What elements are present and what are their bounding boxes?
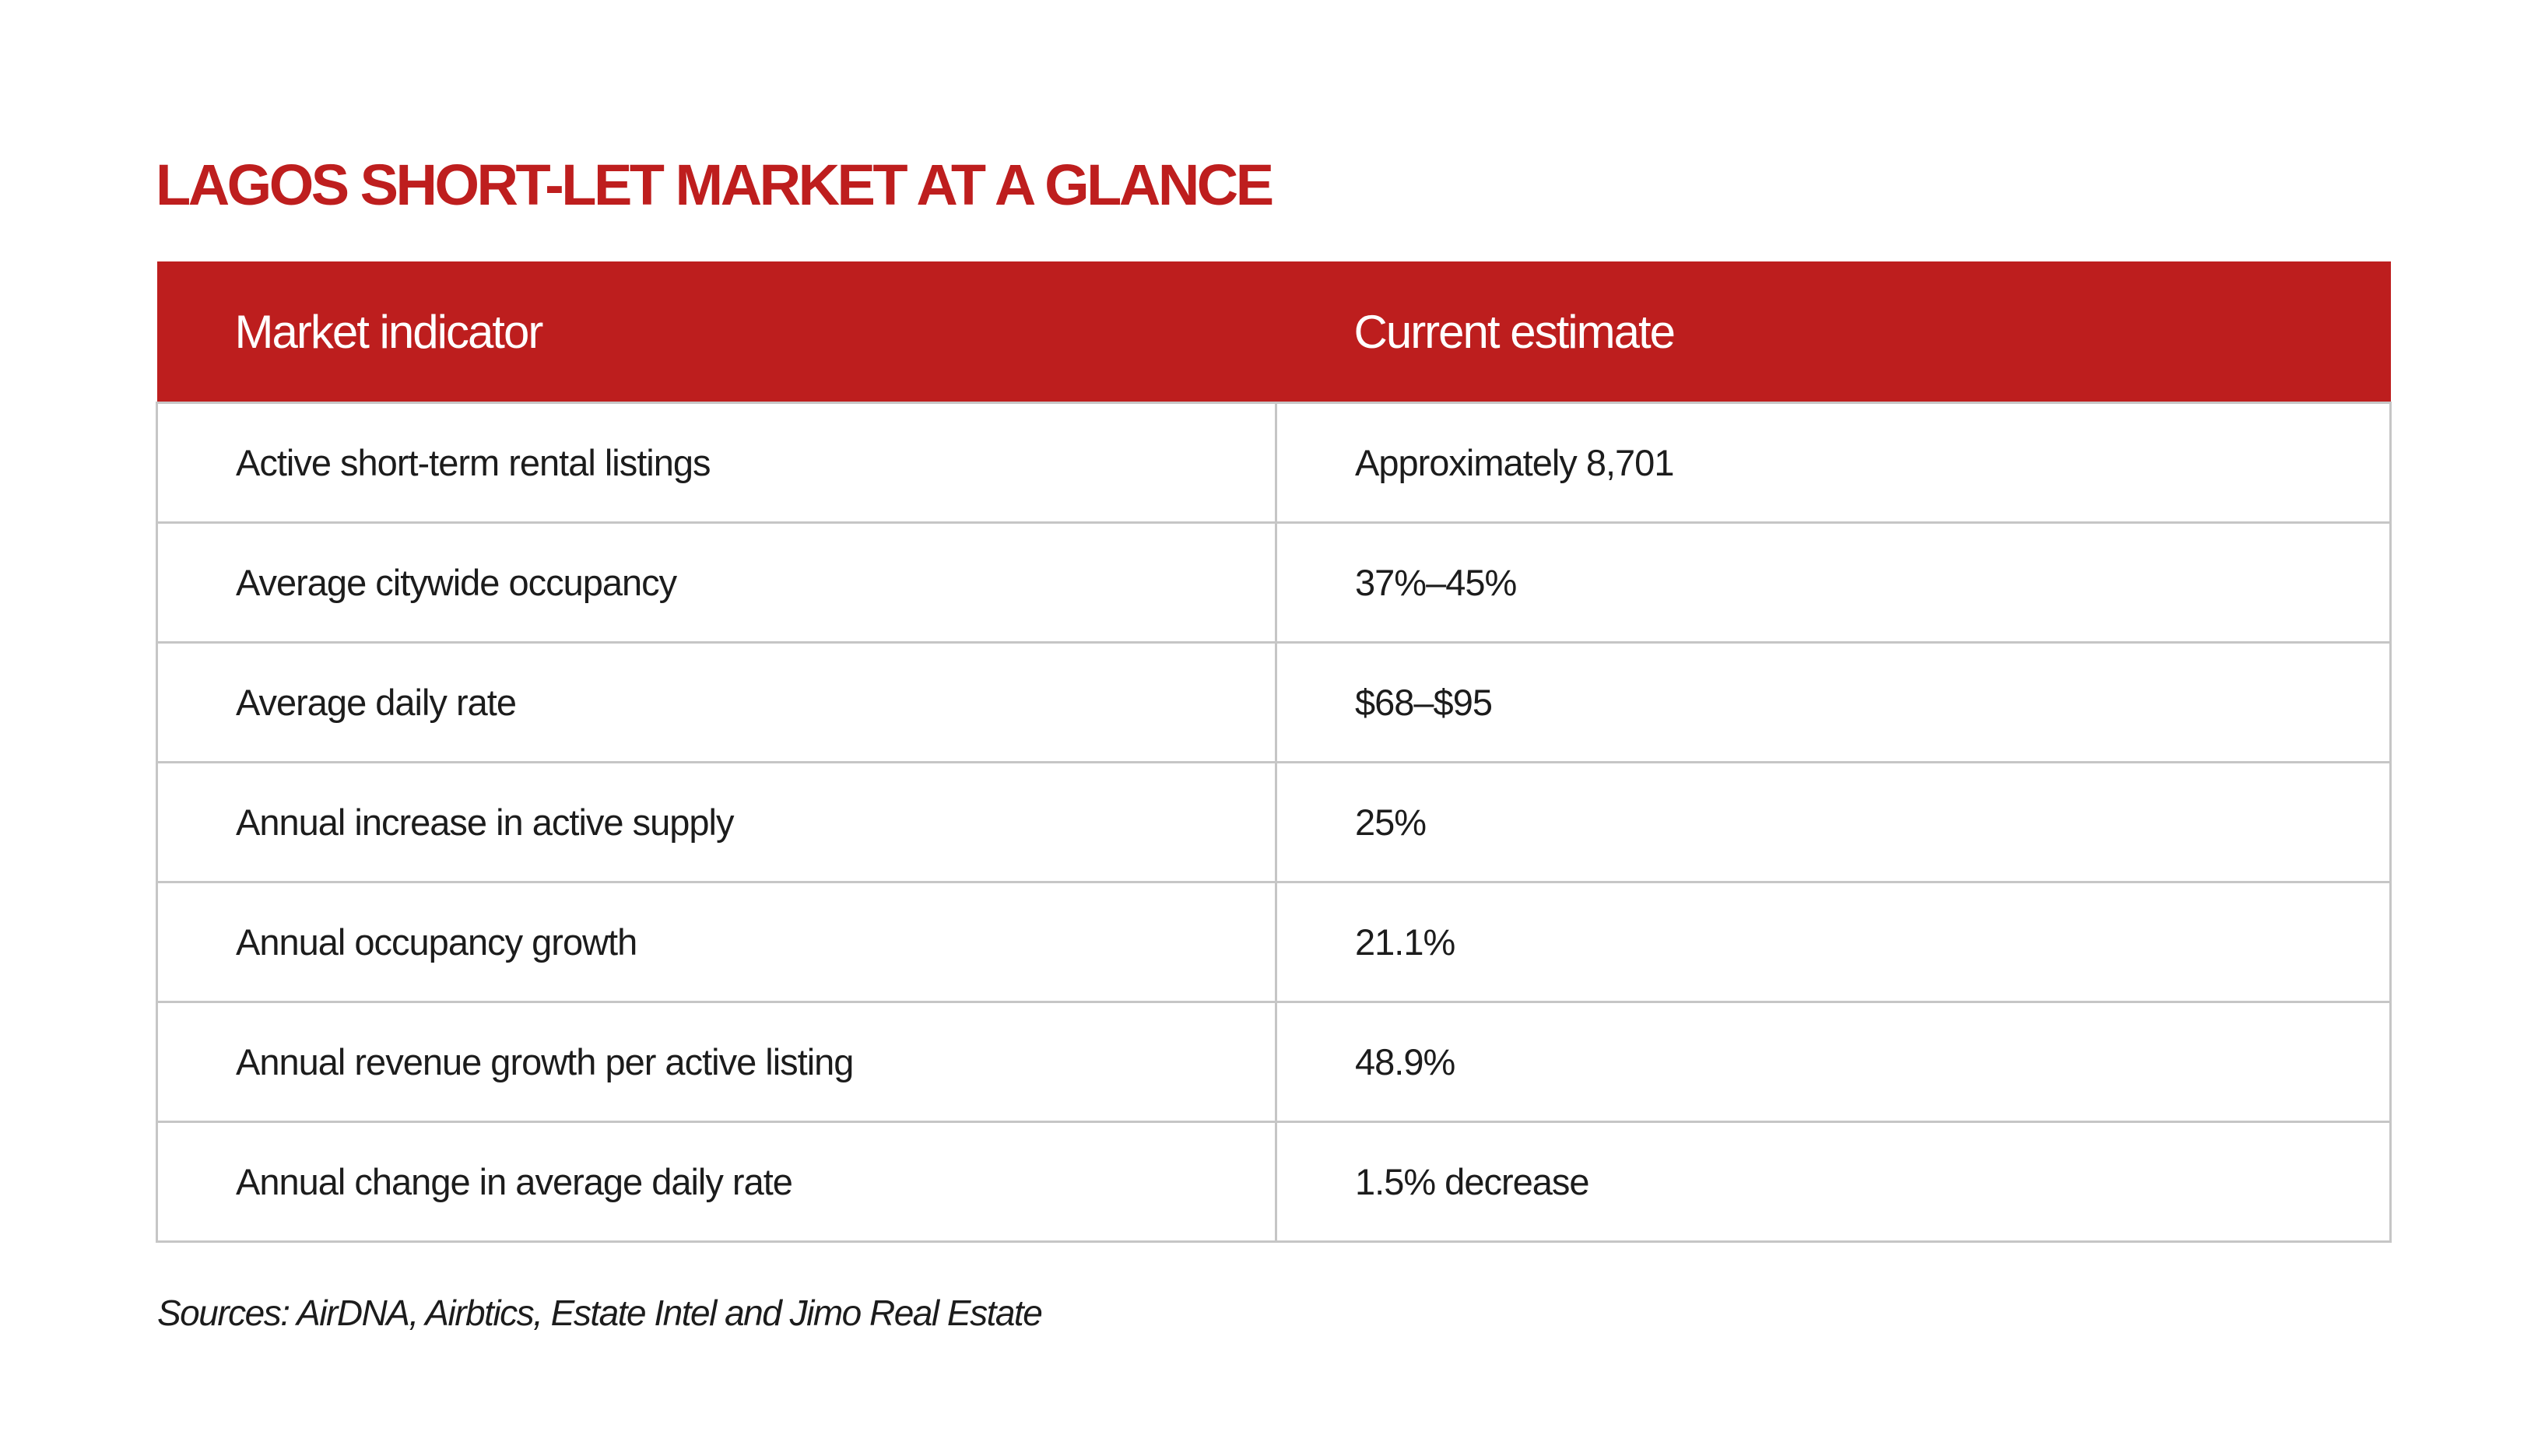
estimate-cell: 48.9%	[1275, 1001, 2392, 1123]
indicator-cell: Average daily rate	[156, 641, 1277, 763]
table-body: Active short-term rental listings Approx…	[156, 402, 2392, 1243]
estimate-cell: 21.1%	[1275, 881, 2392, 1003]
estimate-cell: $68–$95	[1275, 641, 2392, 763]
market-table: Market indicator Current estimate Active…	[156, 261, 2392, 1243]
page-title: LAGOS SHORT-LET MARKET AT A GLANCE	[156, 153, 1274, 217]
table-row: Annual increase in active supply 25%	[156, 761, 2392, 883]
indicator-cell: Annual occupancy growth	[156, 881, 1277, 1003]
column-header-estimate: Current estimate	[1276, 261, 2391, 403]
indicator-cell: Annual change in average daily rate	[156, 1121, 1277, 1243]
source-note: Sources: AirDNA, Airbtics, Estate Intel …	[157, 1293, 1043, 1333]
estimate-cell: Approximately 8,701	[1275, 402, 2392, 524]
indicator-cell: Annual revenue growth per active listing	[156, 1001, 1277, 1123]
table-row: Average citywide occupancy 37%–45%	[156, 521, 2392, 644]
indicator-cell: Active short-term rental listings	[156, 402, 1277, 524]
table-header: Market indicator Current estimate	[156, 261, 2391, 403]
estimate-cell: 1.5% decrease	[1275, 1121, 2392, 1243]
indicator-cell: Annual increase in active supply	[156, 761, 1277, 883]
estimate-cell: 37%–45%	[1275, 521, 2392, 644]
table-row: Active short-term rental listings Approx…	[156, 402, 2392, 524]
table-row: Average daily rate $68–$95	[156, 641, 2392, 763]
table-row: Annual revenue growth per active listing…	[156, 1001, 2392, 1123]
indicator-cell: Average citywide occupancy	[156, 521, 1277, 644]
column-header-indicator: Market indicator	[156, 261, 1276, 403]
table-header-row: Market indicator Current estimate	[156, 261, 2391, 403]
table-row: Annual occupancy growth 21.1%	[156, 881, 2392, 1003]
table-row: Annual change in average daily rate 1.5%…	[156, 1121, 2392, 1243]
estimate-cell: 25%	[1275, 761, 2392, 883]
